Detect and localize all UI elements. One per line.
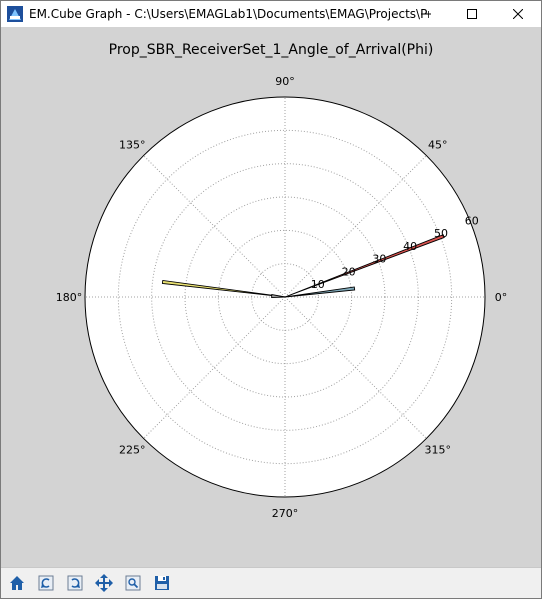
angular-grid-line xyxy=(143,296,286,439)
radial-grid-ring xyxy=(117,129,453,465)
angle-tick-label: 270° xyxy=(272,507,299,520)
series-line-1 xyxy=(284,234,445,298)
maximize-button[interactable] xyxy=(449,1,495,27)
series-line-2 xyxy=(161,279,286,298)
angular-grid-line xyxy=(284,155,427,298)
pan-icon xyxy=(95,574,113,592)
minimize-icon xyxy=(421,13,431,15)
maximize-icon xyxy=(467,9,477,19)
close-button[interactable] xyxy=(495,1,541,27)
save-icon xyxy=(155,576,169,590)
polar-boundary xyxy=(84,96,486,498)
angular-grid-line xyxy=(284,296,427,439)
forward-button[interactable] xyxy=(64,572,86,594)
angle-tick-label: 0° xyxy=(495,291,508,304)
close-icon xyxy=(513,9,523,19)
chart-series xyxy=(161,234,445,299)
radial-tick-label: 30 xyxy=(372,253,386,266)
radial-tick-label: 40 xyxy=(403,240,417,253)
home-icon xyxy=(10,576,24,590)
angle-tick-label: 45° xyxy=(428,138,448,151)
angle-tick-label: 225° xyxy=(119,444,146,457)
forward-icon xyxy=(67,575,83,591)
radial-tick-label: 10 xyxy=(311,278,325,291)
window-title: EM.Cube Graph - C:\Users\EMAGLab1\Docume… xyxy=(29,7,429,21)
series-line-3 xyxy=(284,286,356,298)
radial-tick-label: 60 xyxy=(465,214,479,227)
title-bar[interactable]: EM.Cube Graph - C:\Users\EMAGLab1\Docume… xyxy=(1,1,541,27)
app-icon xyxy=(7,6,23,22)
radial-tick-label: 50 xyxy=(434,227,448,240)
series-line-4 xyxy=(271,294,286,299)
figure-canvas[interactable]: Prop_SBR_ReceiverSet_1_Angle_of_Arrival(… xyxy=(1,27,541,567)
zoom-button[interactable] xyxy=(122,572,144,594)
minimize-button[interactable] xyxy=(403,1,449,27)
chart-labels: 0° 45° 90° 135° 180° 225° 270° 315° 10 20 30 40 50 60 xyxy=(56,75,508,520)
radial-grid-ring xyxy=(151,163,419,431)
polar-chart[interactable]: 0° 45° 90° 135° 180° 225° 270° 315° 10 20 30 40 50 60 xyxy=(1,27,541,567)
back-button[interactable] xyxy=(35,572,57,594)
angle-tick-label: 315° xyxy=(424,444,451,457)
radial-tick-label: 20 xyxy=(342,265,356,278)
angle-tick-label: 180° xyxy=(56,291,83,304)
angle-tick-label: 135° xyxy=(119,138,146,151)
back-icon xyxy=(38,575,54,591)
save-button[interactable] xyxy=(151,572,173,594)
angle-tick-label: 90° xyxy=(275,75,295,88)
angular-grid-line xyxy=(143,155,286,298)
navigation-toolbar xyxy=(1,567,541,598)
plot-title: Prop_SBR_ReceiverSet_1_Angle_of_Arrival(… xyxy=(108,42,434,58)
pan-button[interactable] xyxy=(93,572,115,594)
zoom-icon xyxy=(125,575,141,591)
home-button[interactable] xyxy=(6,572,28,594)
